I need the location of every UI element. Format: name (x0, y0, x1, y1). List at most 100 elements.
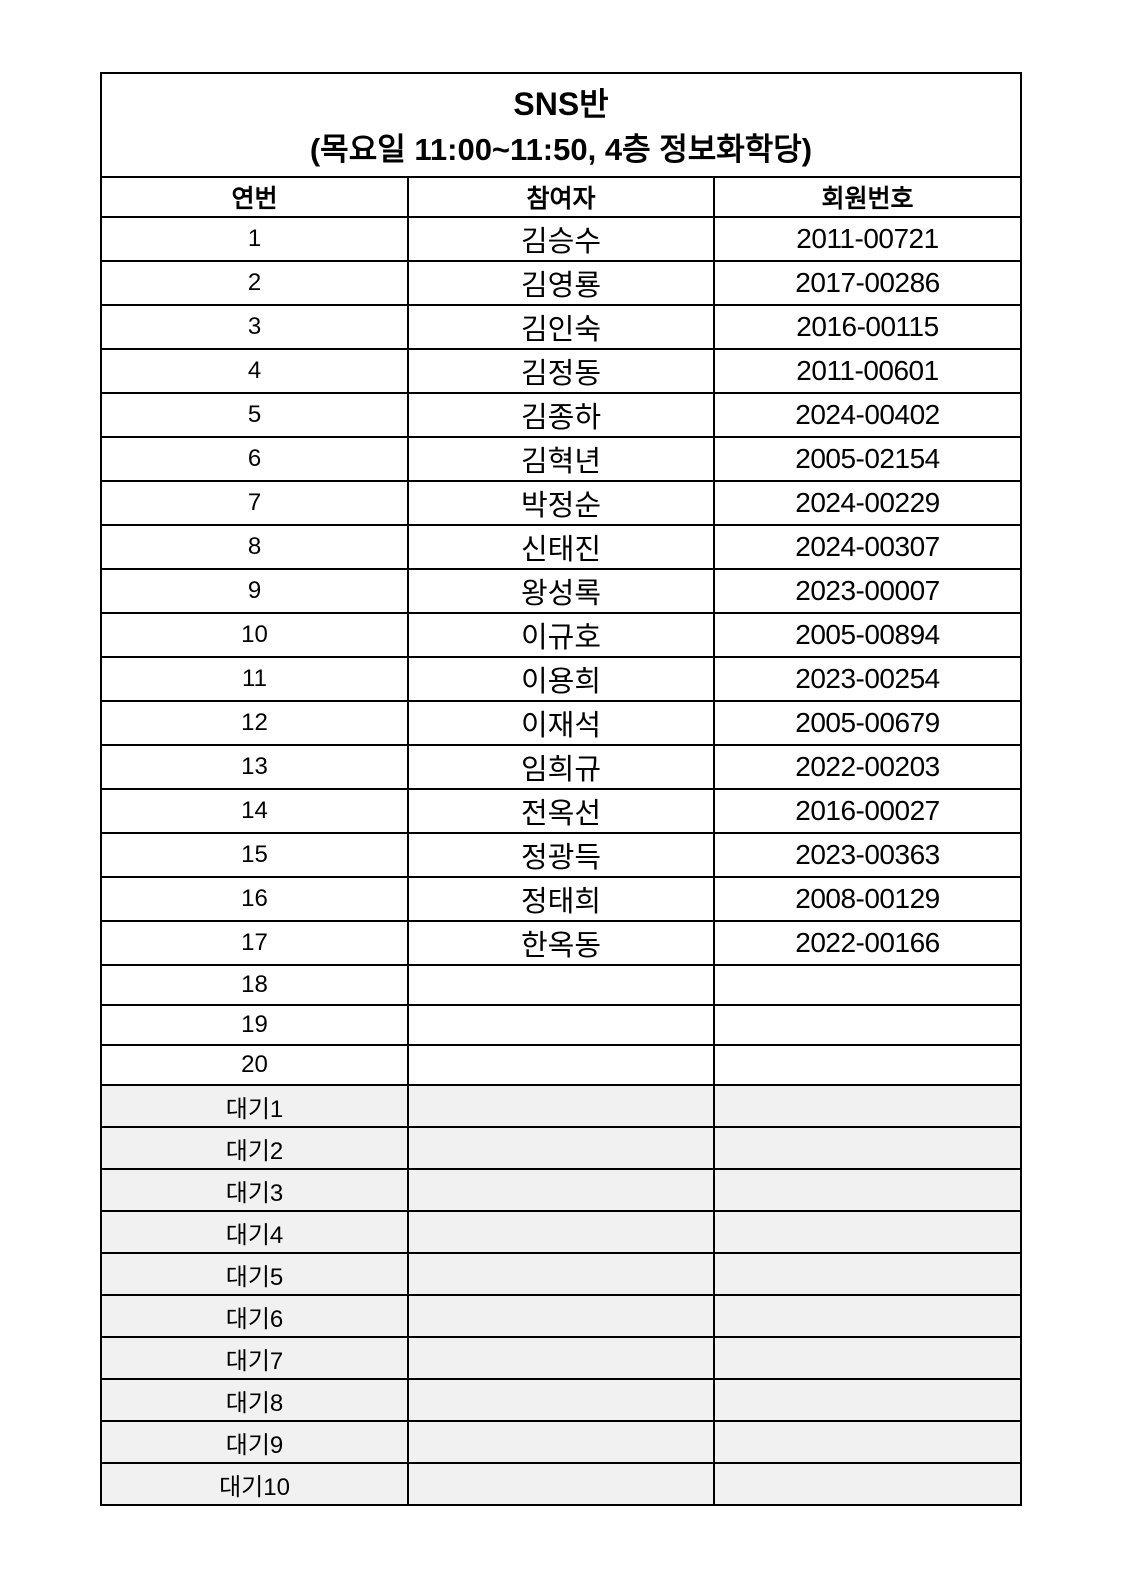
row-serial-cell: 대기5 (100, 1252, 409, 1296)
row-serial-cell: 대기10 (100, 1462, 409, 1506)
member-id-cell (713, 1168, 1022, 1212)
row-serial-cell: 대기7 (100, 1336, 409, 1380)
member-id-cell (713, 1336, 1022, 1380)
row-serial-cell: 4 (100, 348, 409, 394)
member-id-cell: 2011-00601 (713, 348, 1022, 394)
table-row: 대기6 (100, 1294, 1022, 1338)
participant-name-cell: 왕성록 (407, 568, 715, 614)
participant-name-cell (407, 1084, 715, 1128)
table-row: 4 김정동 2011-00601 (100, 348, 1022, 394)
row-serial-cell: 대기8 (100, 1378, 409, 1422)
participant-name-cell: 김승수 (407, 216, 715, 262)
member-id-cell: 2008-00129 (713, 876, 1022, 922)
table-row: 8 신태진 2024-00307 (100, 524, 1022, 570)
participant-name-cell: 김인숙 (407, 304, 715, 350)
table-row: 12 이재석 2005-00679 (100, 700, 1022, 746)
row-serial-cell: 대기1 (100, 1084, 409, 1128)
table-row: 18 (100, 964, 1022, 1006)
participant-name-cell (407, 1004, 715, 1046)
participant-name-cell (407, 1378, 715, 1422)
table-row: 대기3 (100, 1168, 1022, 1212)
member-id-cell: 2016-00027 (713, 788, 1022, 834)
row-serial-cell: 대기2 (100, 1126, 409, 1170)
table-row: 15 정광득 2023-00363 (100, 832, 1022, 878)
row-serial-cell: 6 (100, 436, 409, 482)
table-row: 13 임희규 2022-00203 (100, 744, 1022, 790)
participant-name-cell: 임희규 (407, 744, 715, 790)
row-serial-cell: 2 (100, 260, 409, 306)
member-id-cell (713, 964, 1022, 1006)
member-id-cell (713, 1084, 1022, 1128)
row-serial-cell: 20 (100, 1044, 409, 1086)
row-serial-cell: 대기3 (100, 1168, 409, 1212)
row-serial-cell: 19 (100, 1004, 409, 1046)
title-cell: SNS반 (목요일 11:00~11:50, 4층 정보화학당) (100, 72, 1022, 178)
table-row: 14 전옥선 2016-00027 (100, 788, 1022, 834)
participant-name-cell: 김영룡 (407, 260, 715, 306)
member-id-cell: 2016-00115 (713, 304, 1022, 350)
row-serial-cell: 10 (100, 612, 409, 658)
member-id-cell: 2022-00166 (713, 920, 1022, 966)
member-id-cell: 2023-00363 (713, 832, 1022, 878)
member-id-cell: 2023-00254 (713, 656, 1022, 702)
participant-name-cell (407, 1252, 715, 1296)
participant-name-cell: 정태희 (407, 876, 715, 922)
row-serial-cell: 9 (100, 568, 409, 614)
participant-name-cell (407, 1420, 715, 1464)
member-id-cell (713, 1294, 1022, 1338)
member-id-cell (713, 1210, 1022, 1254)
table-row: 대기4 (100, 1210, 1022, 1254)
member-id-cell (713, 1044, 1022, 1086)
member-id-cell (713, 1462, 1022, 1506)
participant-name-cell: 김정동 (407, 348, 715, 394)
class-title: SNS반 (513, 86, 609, 123)
row-serial-cell: 13 (100, 744, 409, 790)
column-header-participant: 참여자 (407, 176, 715, 218)
participant-name-cell (407, 964, 715, 1006)
member-id-cell (713, 1004, 1022, 1046)
participant-name-cell: 신태진 (407, 524, 715, 570)
member-id-cell: 2024-00402 (713, 392, 1022, 438)
table-row: 대기1 (100, 1084, 1022, 1128)
row-serial-cell: 3 (100, 304, 409, 350)
member-id-cell (713, 1378, 1022, 1422)
row-serial-cell: 12 (100, 700, 409, 746)
row-serial-cell: 5 (100, 392, 409, 438)
table-row: 대기8 (100, 1378, 1022, 1422)
table-row: 11 이용희 2023-00254 (100, 656, 1022, 702)
class-schedule: (목요일 11:00~11:50, 4층 정보화학당) (309, 131, 813, 167)
table-row: 17 한옥동 2022-00166 (100, 920, 1022, 966)
table-row: 1 김승수 2011-00721 (100, 216, 1022, 262)
table-row: 6 김혁년 2005-02154 (100, 436, 1022, 482)
member-id-cell: 2005-00894 (713, 612, 1022, 658)
member-id-cell (713, 1126, 1022, 1170)
member-id-cell: 2024-00307 (713, 524, 1022, 570)
participant-name-cell (407, 1462, 715, 1506)
table-row: 5 김종하 2024-00402 (100, 392, 1022, 438)
participant-name-cell: 정광득 (407, 832, 715, 878)
member-id-cell: 2024-00229 (713, 480, 1022, 526)
participant-name-cell: 전옥선 (407, 788, 715, 834)
member-id-cell: 2017-00286 (713, 260, 1022, 306)
participant-name-cell: 김혁년 (407, 436, 715, 482)
table-row: 대기9 (100, 1420, 1022, 1464)
column-header-serial: 연번 (100, 176, 409, 218)
participant-name-cell (407, 1168, 715, 1212)
table-row: 19 (100, 1004, 1022, 1046)
row-serial-cell: 15 (100, 832, 409, 878)
table-row: 10 이규호 2005-00894 (100, 612, 1022, 658)
participant-name-cell: 이규호 (407, 612, 715, 658)
participant-name-cell (407, 1210, 715, 1254)
table-row: 대기10 (100, 1462, 1022, 1506)
member-id-cell (713, 1252, 1022, 1296)
participant-name-cell (407, 1044, 715, 1086)
table-row: 대기7 (100, 1336, 1022, 1380)
participant-name-cell: 이재석 (407, 700, 715, 746)
table-row: 대기5 (100, 1252, 1022, 1296)
member-id-cell: 2023-00007 (713, 568, 1022, 614)
table-row: 3 김인숙 2016-00115 (100, 304, 1022, 350)
row-serial-cell: 대기6 (100, 1294, 409, 1338)
participant-name-cell (407, 1294, 715, 1338)
table-row: 대기2 (100, 1126, 1022, 1170)
